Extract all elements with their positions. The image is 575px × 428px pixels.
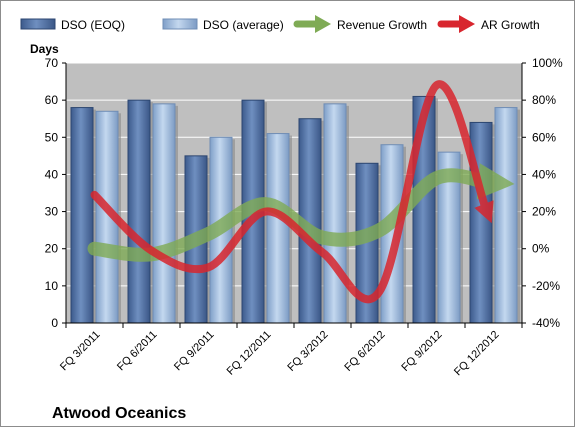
y-right-tick-label: -20% — [532, 279, 560, 293]
bar-dso-average — [494, 107, 518, 324]
y-right-tick-label: 100% — [532, 56, 563, 70]
legend-swatch — [20, 18, 56, 30]
legend-item-ar-growth: AR Growth — [437, 15, 540, 33]
x-tick-label: FQ 3/2011 — [58, 329, 103, 374]
legend-item-revenue-growth: Revenue Growth — [293, 15, 427, 33]
y-left-tick-label: 40 — [45, 167, 59, 181]
y-left-axis-title: Days — [30, 42, 59, 56]
ar-growth-line — [90, 80, 494, 304]
legend-item-dso-average: DSO (average) — [162, 18, 284, 32]
bar-dso-eoq — [70, 107, 94, 324]
y-left-tick-label: 30 — [45, 205, 59, 219]
x-tick-label: FQ 9/2012 — [399, 329, 444, 374]
x-tick-label: FQ 12/2012 — [452, 329, 502, 379]
growth-lines — [87, 80, 515, 304]
legend-label: AR Growth — [481, 18, 540, 32]
x-tick-label: FQ 3/2012 — [285, 329, 330, 374]
company-label: Atwood Oceanics — [52, 405, 186, 422]
bar-dso-average — [266, 133, 290, 324]
legend-swatch — [162, 18, 198, 30]
legend-arrow-head — [459, 15, 475, 33]
legend-label: DSO (EOQ) — [61, 18, 125, 32]
x-tick-label: FQ 12/2011 — [225, 329, 274, 378]
x-tick-label: FQ 6/2012 — [342, 329, 387, 374]
y-left-tick-label: 60 — [45, 93, 59, 107]
legend: DSO (EOQ) DSO (average) Revenue Growth AR G… — [20, 15, 540, 33]
bar-dso-eoq — [127, 99, 151, 324]
y-right-tick-label: 60% — [532, 130, 556, 144]
legend-label: Revenue Growth — [337, 18, 427, 32]
legend-label: DSO (average) — [203, 18, 284, 32]
y-right-tick-label: 40% — [532, 167, 556, 181]
y-right-tick-label: -40% — [532, 316, 560, 330]
bar-dso-average — [152, 103, 176, 324]
y-right-tick-label: 0% — [532, 242, 550, 256]
y-left-tick-label: 0 — [51, 316, 58, 330]
legend-arrow-head — [315, 15, 331, 33]
legend-item-dso-eoq: DSO (EOQ) — [20, 18, 125, 32]
y-right-tick-label: 20% — [532, 205, 556, 219]
y-left-tick-label: 70 — [45, 56, 59, 70]
bar-dso-average — [323, 103, 347, 324]
x-tick-label: FQ 6/2011 — [115, 329, 160, 374]
y-left-tick-label: 10 — [45, 279, 59, 293]
y-right-tick-label: 80% — [532, 93, 556, 107]
y-left-tick-label: 20 — [45, 242, 59, 256]
x-tick-label: FQ 9/2011 — [172, 329, 217, 374]
y-left-tick-label: 50 — [45, 130, 59, 144]
